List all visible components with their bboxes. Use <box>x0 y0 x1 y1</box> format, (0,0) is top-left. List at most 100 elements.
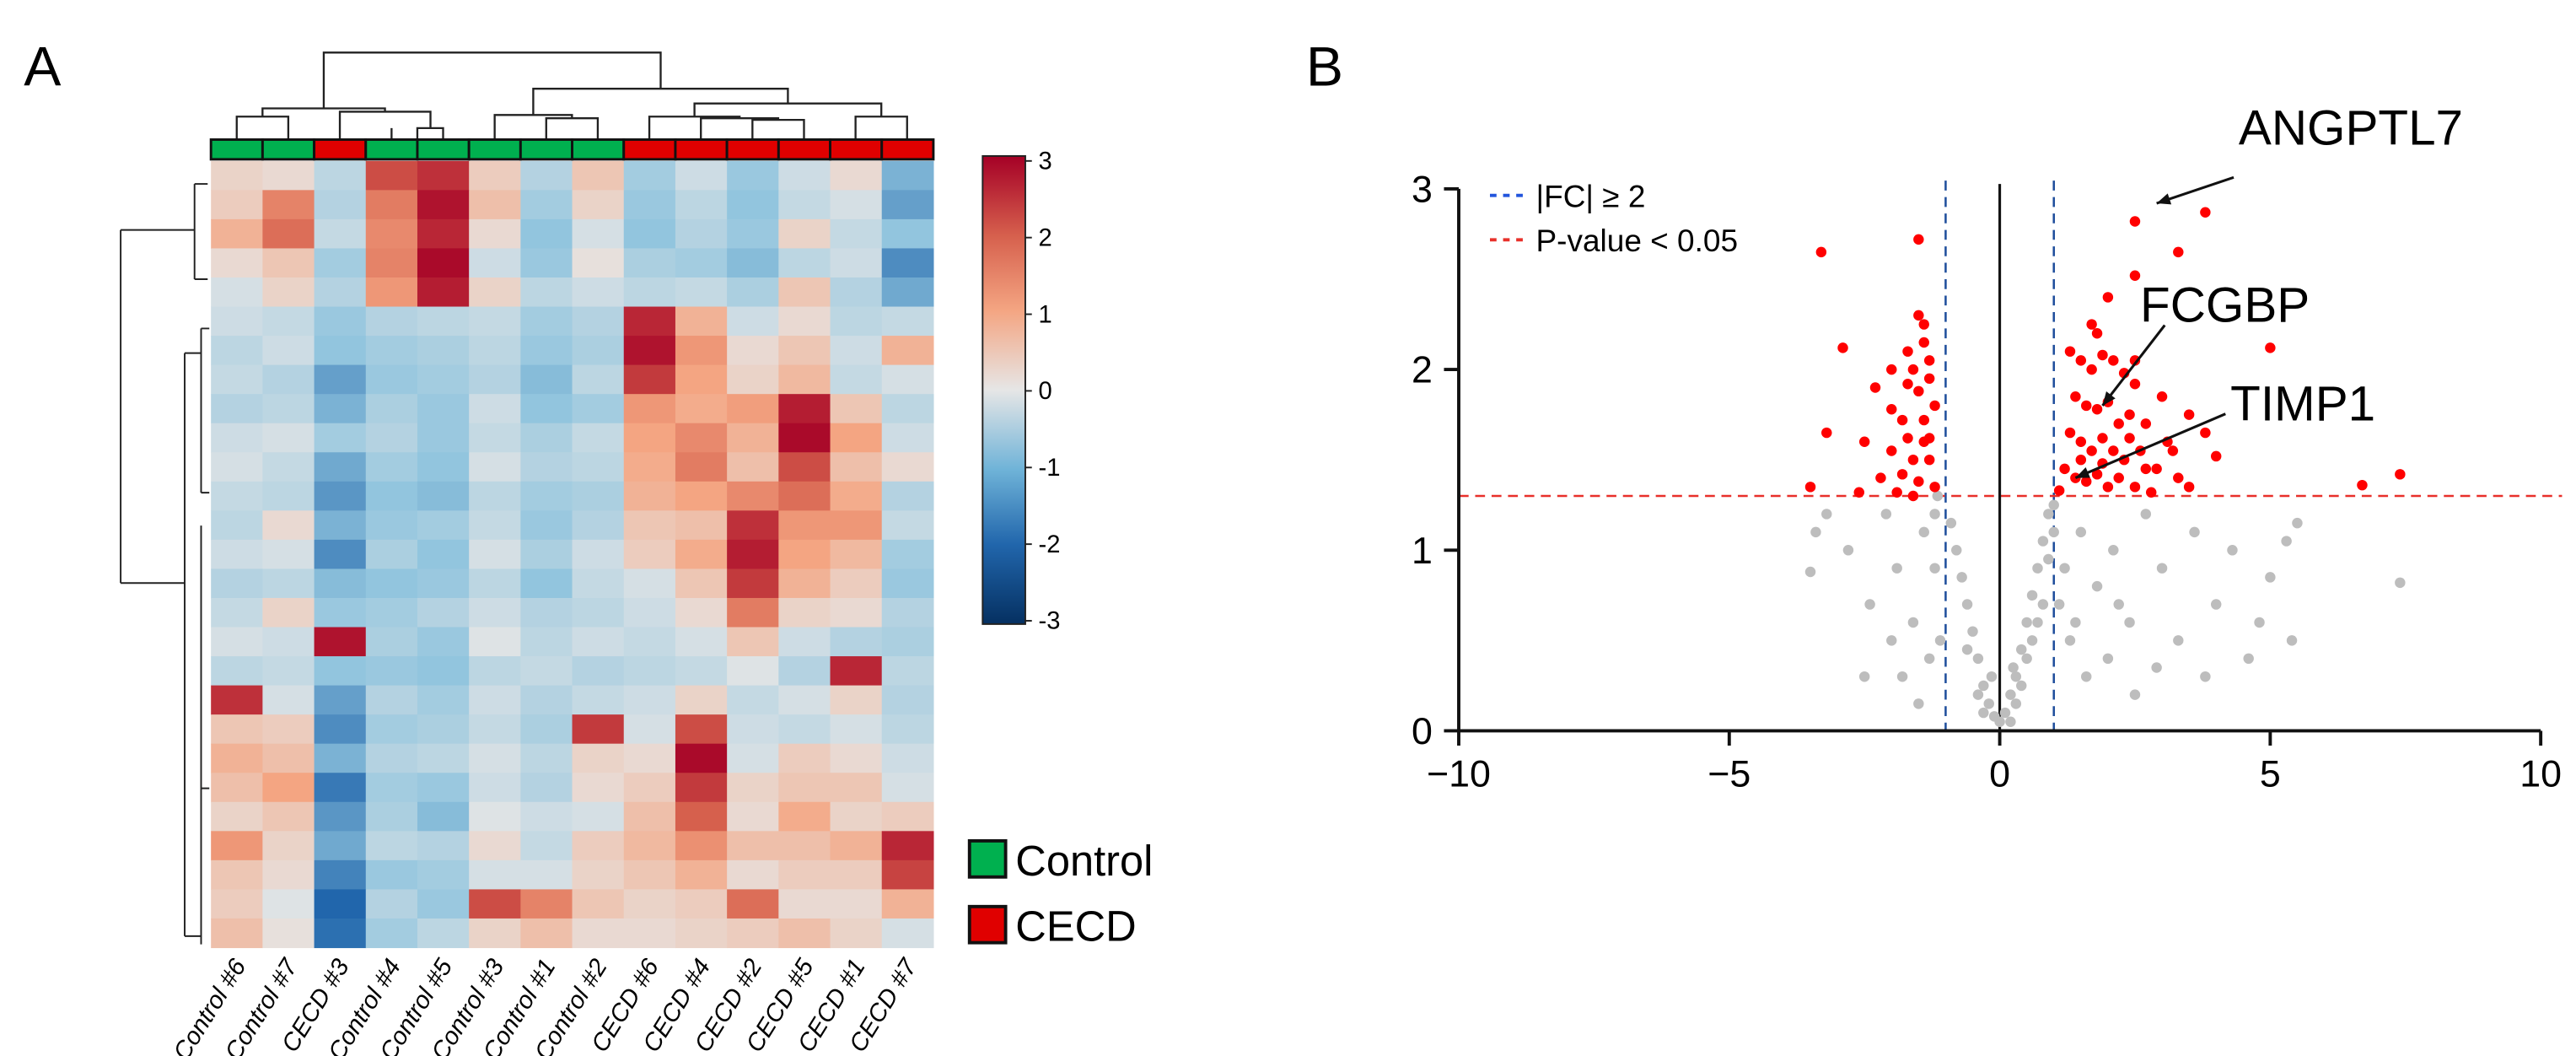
significant-point <box>1902 379 1913 390</box>
heatmap-cell <box>623 481 676 511</box>
heatmap-cell <box>881 714 934 745</box>
significant-point <box>2075 436 2087 448</box>
heatmap-cell <box>572 394 625 424</box>
heatmap-cell <box>727 364 779 395</box>
heatmap-cell <box>417 394 470 424</box>
row-dendrogram <box>120 183 210 945</box>
heatmap-cell <box>314 248 367 278</box>
heatmap-cell <box>727 685 779 715</box>
x-tick-label: −5 <box>1707 753 1750 795</box>
heatmap-cell <box>830 248 883 278</box>
heatmap-cell <box>469 743 521 773</box>
nonsignificant-point <box>1886 635 1897 646</box>
heatmap-cell <box>881 277 934 308</box>
heatmap-cell <box>262 568 315 599</box>
heatmap-cell <box>727 859 779 890</box>
heatmap-cell <box>520 364 573 395</box>
heatmap-cell <box>727 539 779 570</box>
group-cell-control <box>209 138 264 161</box>
significant-point <box>2059 463 2070 475</box>
heatmap-cell <box>365 773 418 803</box>
significant-point <box>1804 482 1816 493</box>
nonsignificant-point <box>2227 545 2238 556</box>
heatmap-cell <box>365 364 418 395</box>
nonsignificant-point <box>2102 653 2114 665</box>
heatmap-cell <box>675 568 728 599</box>
colorbar-tick-label: 3 <box>1039 148 1052 175</box>
heatmap-cell <box>881 889 934 919</box>
nonsignificant-point <box>2286 635 2298 646</box>
significant-point <box>1918 337 1929 348</box>
heatmap-cell <box>469 481 521 511</box>
heatmap-cell <box>572 656 625 687</box>
nonsignificant-point <box>1918 526 1929 538</box>
heatmap-cell <box>778 597 831 628</box>
heatmap-cell <box>778 160 831 191</box>
heatmap-cell <box>262 394 315 424</box>
heatmap-cell <box>675 539 728 570</box>
heatmap-cell <box>469 831 521 861</box>
significant-point <box>1902 346 1913 357</box>
heatmap-cell <box>778 831 831 861</box>
heatmap-cell <box>211 452 263 482</box>
nonsignificant-point <box>2091 580 2103 592</box>
heatmap-cell <box>211 306 263 337</box>
heatmap-cell <box>365 218 418 250</box>
heatmap-cell <box>262 218 315 250</box>
heatmap-cell <box>365 859 418 890</box>
significant-point <box>1853 487 1864 498</box>
heatmap-cell <box>675 859 728 890</box>
heatmap-cell <box>314 539 367 570</box>
heatmap-cell <box>520 160 573 191</box>
heatmap-cell <box>211 336 263 366</box>
heatmap-cell <box>314 190 367 220</box>
annotation-fcgbp: FCGBP <box>2140 278 2310 333</box>
significant-point <box>2086 319 2097 330</box>
heatmap-cell <box>572 481 625 511</box>
heatmap-cell <box>520 773 573 803</box>
significant-point <box>1902 433 1913 444</box>
significant-point <box>2156 391 2168 402</box>
nonsignificant-point <box>1891 563 1902 574</box>
heatmap-cell <box>365 539 418 570</box>
heatmap-cell <box>417 452 470 482</box>
nonsignificant-point <box>2010 698 2022 709</box>
heatmap-cell <box>520 336 573 366</box>
heatmap-cell <box>623 364 676 395</box>
significant-point <box>2129 355 2141 366</box>
heatmap-cell <box>469 510 521 541</box>
nonsignificant-point <box>1945 517 1957 529</box>
nonsignificant-point <box>2037 536 2049 547</box>
nonsignificant-point <box>2124 617 2135 628</box>
arrowhead-icon <box>2075 467 2090 478</box>
colorbar-gradient <box>981 155 1026 625</box>
significant-point <box>2113 472 2124 483</box>
significant-point <box>2091 328 2103 339</box>
nonsignificant-point <box>2043 509 2054 520</box>
heatmap-cell <box>881 510 934 541</box>
significant-point <box>1875 472 1886 483</box>
heatmap-cell <box>520 656 573 687</box>
group-cell-control <box>467 138 522 161</box>
nonsignificant-point <box>2292 517 2303 529</box>
heatmap-cell <box>211 568 263 599</box>
heatmap-cell <box>572 801 625 832</box>
heatmap-cell <box>675 277 728 308</box>
heatmap-cell <box>675 394 728 424</box>
heatmap-cell <box>572 831 625 861</box>
heatmap-cell <box>830 568 883 599</box>
heatmap-cell <box>211 160 263 191</box>
heatmap-cell <box>727 510 779 541</box>
significant-point <box>2173 246 2184 258</box>
heatmap-cell <box>830 452 883 482</box>
heatmap-cell <box>469 394 521 424</box>
nonsignificant-point <box>1986 671 1998 682</box>
heatmap-cell <box>623 306 676 337</box>
significant-point <box>2102 482 2114 493</box>
significant-point <box>1907 490 1919 502</box>
heatmap-cell <box>623 714 676 745</box>
heatmap-cell <box>365 568 418 599</box>
nonsignificant-point <box>1864 599 1875 610</box>
heatmap-cell <box>211 918 263 949</box>
heatmap-cell <box>623 918 676 949</box>
